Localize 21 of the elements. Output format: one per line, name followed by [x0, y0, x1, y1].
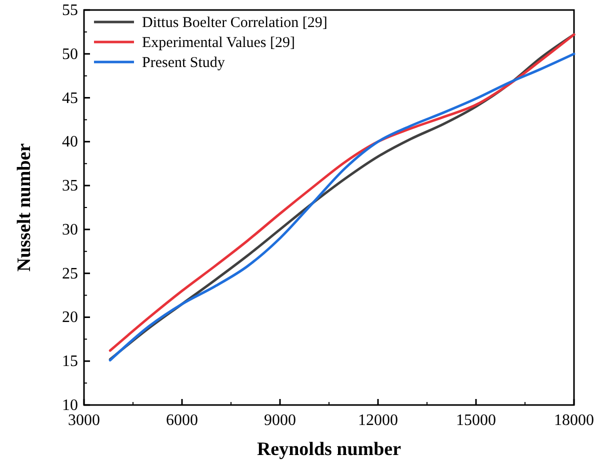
y-tick-label: 20	[62, 309, 78, 326]
y-tick-label: 15	[62, 353, 78, 370]
y-tick-label: 35	[62, 178, 78, 195]
x-tick-label: 15000	[456, 412, 496, 429]
x-axis-title: Reynolds number	[256, 439, 402, 460]
y-tick-label: 10	[62, 397, 78, 414]
legend-label: Dittus Boelter Correlation [29]	[142, 15, 328, 31]
y-tick-label: 50	[62, 46, 78, 63]
y-tick-label: 45	[62, 90, 78, 107]
legend-label: Experimental Values [29]	[142, 35, 296, 51]
y-tick-label: 30	[62, 221, 78, 238]
y-tick-label: 55	[62, 2, 78, 19]
y-axis-title: Nusselt number	[14, 142, 35, 272]
legend-label: Present Study	[142, 55, 226, 71]
x-tick-label: 3000	[68, 412, 100, 429]
x-tick-label: 12000	[358, 412, 398, 429]
x-tick-label: 18000	[554, 412, 594, 429]
x-tick-label: 9000	[264, 412, 296, 429]
y-tick-label: 40	[62, 134, 78, 151]
x-tick-label: 6000	[166, 412, 198, 429]
y-tick-label: 25	[62, 265, 78, 282]
